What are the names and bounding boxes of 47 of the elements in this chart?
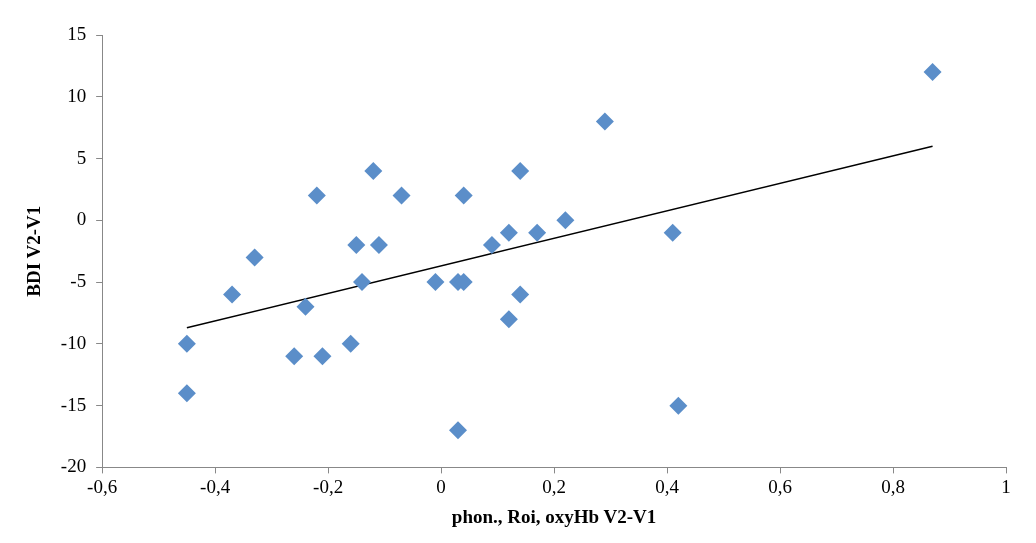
point — [313, 347, 332, 366]
y-tick-label: -10 — [60, 331, 87, 353]
x-tick-label: 0,6 — [768, 475, 792, 497]
point — [341, 334, 360, 353]
point — [285, 347, 304, 366]
y-tick-label: 10 — [67, 84, 87, 106]
y-axis-title: BDI V2-V1 — [23, 205, 45, 297]
point — [307, 186, 326, 205]
x-tick-label: -0,2 — [313, 475, 344, 497]
point — [347, 236, 366, 255]
point — [511, 161, 530, 180]
x-tick-label: 0,4 — [655, 475, 680, 497]
y-tick-label: -20 — [60, 455, 87, 477]
point — [296, 297, 315, 316]
point — [556, 211, 575, 230]
y-tick-label: -15 — [60, 393, 87, 415]
point — [245, 248, 264, 267]
point — [528, 223, 547, 242]
x-tick-label: 0,8 — [881, 475, 905, 497]
point — [923, 63, 942, 82]
x-tick-label: 0 — [436, 475, 446, 497]
point — [511, 285, 530, 304]
point — [499, 310, 518, 329]
x-tick-label: -0,6 — [87, 475, 118, 497]
x-tick-label: 0,2 — [542, 475, 566, 497]
point — [449, 421, 468, 440]
point — [364, 161, 383, 180]
point — [454, 186, 473, 205]
point — [223, 285, 242, 304]
point — [352, 273, 371, 292]
y-tick-label: 0 — [76, 208, 87, 230]
point — [663, 223, 682, 242]
point — [369, 236, 388, 255]
point — [595, 112, 614, 131]
point — [177, 334, 196, 353]
x-tick-label: -0,4 — [200, 475, 231, 497]
point — [392, 186, 411, 205]
point — [177, 384, 196, 403]
y-tick-label: -5 — [70, 270, 87, 292]
point — [669, 396, 688, 415]
y-tick-label: 5 — [76, 146, 87, 168]
x-axis-title: phon., Roi, oxyHb V2-V1 — [451, 505, 657, 527]
point — [482, 236, 501, 255]
point — [499, 223, 518, 242]
x-tick-label: 1 — [1001, 475, 1011, 497]
y-tick-label: 15 — [67, 22, 87, 44]
point — [426, 273, 445, 292]
